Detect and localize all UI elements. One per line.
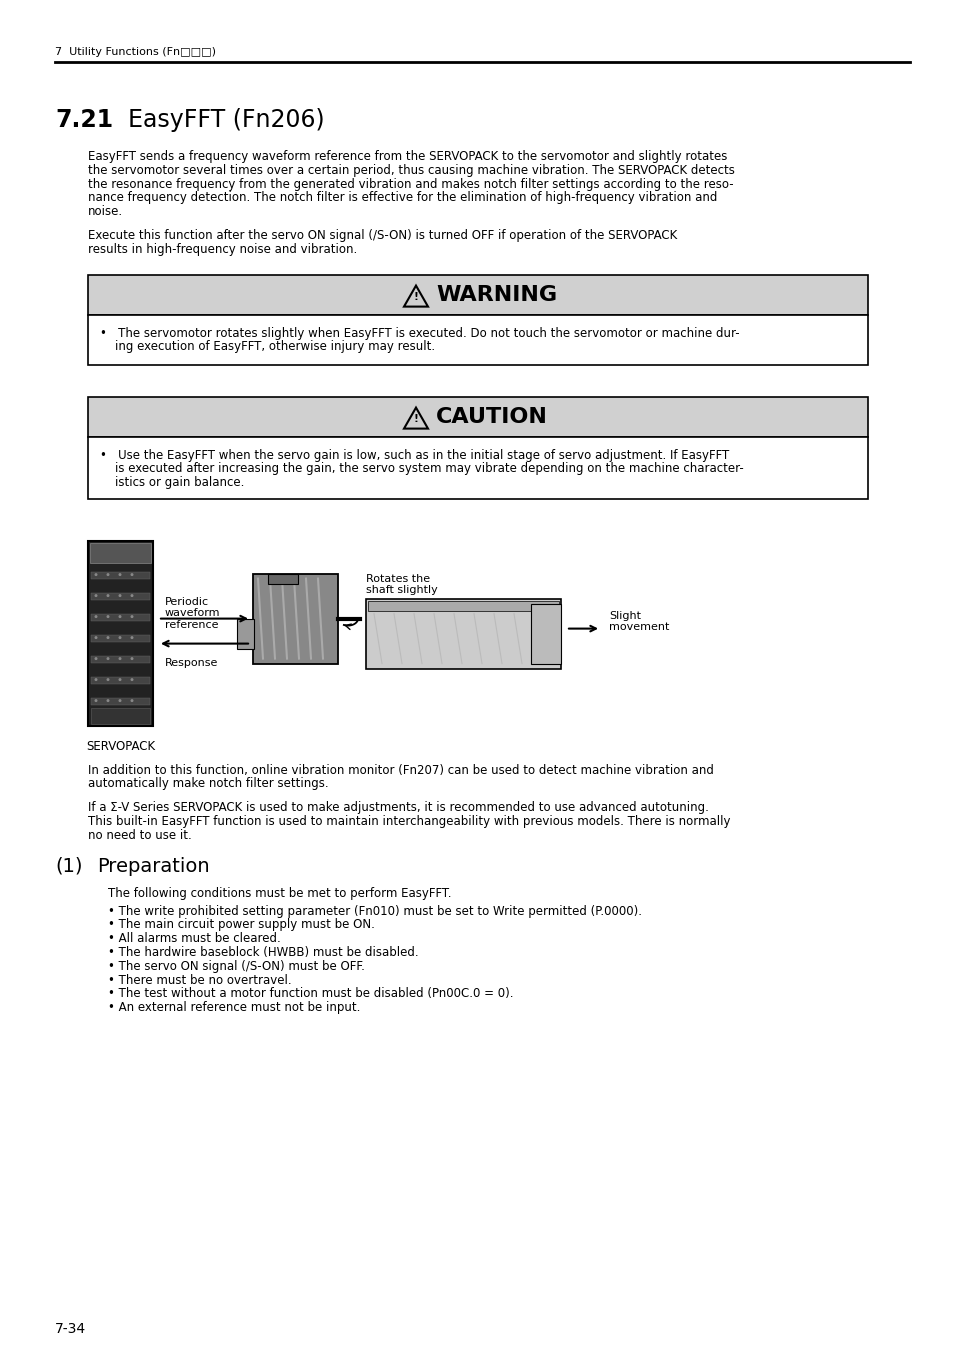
Circle shape: [118, 574, 121, 576]
Text: • An external reference must not be input.: • An external reference must not be inpu…: [108, 1002, 360, 1014]
Text: Execute this function after the servo ON signal (/S-ON) is turned OFF if operati: Execute this function after the servo ON…: [88, 230, 677, 242]
Text: is executed after increasing the gain, the servo system may vibrate depending on: is executed after increasing the gain, t…: [100, 463, 743, 475]
Text: • The test without a motor function must be disabled (Pn00C.0 = 0).: • The test without a motor function must…: [108, 987, 513, 1000]
Text: CAUTION: CAUTION: [436, 406, 547, 427]
Bar: [366, 598, 560, 668]
Text: EasyFFT sends a frequency waveform reference from the SERVOPACK to the servomoto: EasyFFT sends a frequency waveform refer…: [88, 150, 726, 163]
Circle shape: [94, 657, 97, 660]
Text: If a Σ-V Series SERVOPACK is used to make adjustments, it is recommended to use : If a Σ-V Series SERVOPACK is used to mak…: [88, 801, 708, 814]
Circle shape: [94, 616, 97, 618]
Circle shape: [94, 699, 97, 702]
Circle shape: [94, 594, 97, 597]
Circle shape: [131, 699, 133, 702]
Text: noise.: noise.: [88, 205, 123, 219]
Circle shape: [118, 657, 121, 660]
Circle shape: [131, 636, 133, 639]
Bar: [91, 571, 150, 579]
Text: • The main circuit power supply must be ON.: • The main circuit power supply must be …: [108, 918, 375, 932]
Text: 7-34: 7-34: [55, 1322, 86, 1336]
Text: Periodic
waveform
reference: Periodic waveform reference: [165, 597, 220, 630]
Text: WARNING: WARNING: [436, 285, 557, 305]
Bar: [88, 397, 867, 436]
Bar: [91, 614, 150, 621]
Circle shape: [131, 616, 133, 618]
Bar: [91, 698, 150, 705]
Text: The following conditions must be met to perform EasyFFT.: The following conditions must be met to …: [108, 887, 451, 899]
Text: Preparation: Preparation: [97, 857, 210, 876]
Text: Slight
movement: Slight movement: [608, 610, 669, 632]
Text: SERVOPACK: SERVOPACK: [86, 740, 155, 752]
Text: no need to use it.: no need to use it.: [88, 829, 192, 842]
Bar: [91, 593, 150, 599]
Bar: [253, 574, 337, 664]
Text: Response: Response: [165, 657, 218, 668]
Text: • There must be no overtravel.: • There must be no overtravel.: [108, 973, 292, 987]
Text: •   Use the EasyFFT when the servo gain is low, such as in the initial stage of : • Use the EasyFFT when the servo gain is…: [100, 448, 728, 462]
Bar: [268, 574, 297, 583]
Bar: [91, 707, 150, 724]
Circle shape: [107, 594, 110, 597]
Bar: [88, 436, 867, 498]
Text: • The servo ON signal (/S-ON) must be OFF.: • The servo ON signal (/S-ON) must be OF…: [108, 960, 364, 973]
Text: In addition to this function, online vibration monitor (Fn207) can be used to de: In addition to this function, online vib…: [88, 764, 713, 776]
Text: automatically make notch filter settings.: automatically make notch filter settings…: [88, 778, 328, 790]
Text: nance frequency detection. The notch filter is effective for the elimination of : nance frequency detection. The notch fil…: [88, 192, 717, 204]
Text: (1): (1): [55, 857, 82, 876]
Circle shape: [131, 657, 133, 660]
Circle shape: [107, 574, 110, 576]
Circle shape: [94, 678, 97, 682]
Text: istics or gain balance.: istics or gain balance.: [100, 477, 244, 489]
Text: EasyFFT (Fn206): EasyFFT (Fn206): [128, 108, 324, 132]
Bar: [88, 540, 152, 725]
Circle shape: [118, 594, 121, 597]
Bar: [91, 634, 150, 641]
Circle shape: [94, 574, 97, 576]
Bar: [368, 601, 558, 610]
Text: •   The servomotor rotates slightly when EasyFFT is executed. Do not touch the s: • The servomotor rotates slightly when E…: [100, 327, 739, 340]
Circle shape: [131, 594, 133, 597]
Text: Rotates the
shaft slightly: Rotates the shaft slightly: [366, 574, 437, 595]
Circle shape: [118, 636, 121, 639]
Bar: [88, 315, 867, 364]
Bar: [91, 656, 150, 663]
Text: ing execution of EasyFFT, otherwise injury may result.: ing execution of EasyFFT, otherwise inju…: [100, 340, 435, 354]
Circle shape: [131, 574, 133, 576]
Text: !: !: [414, 292, 418, 301]
Bar: [90, 543, 151, 563]
Circle shape: [107, 699, 110, 702]
Bar: [531, 603, 560, 664]
Text: This built-in EasyFFT function is used to maintain interchangeability with previ: This built-in EasyFFT function is used t…: [88, 815, 730, 828]
Circle shape: [107, 657, 110, 660]
Bar: [88, 274, 867, 315]
Text: • The hardwire baseblock (HWBB) must be disabled.: • The hardwire baseblock (HWBB) must be …: [108, 946, 418, 958]
Text: the resonance frequency from the generated vibration and makes notch filter sett: the resonance frequency from the generat…: [88, 178, 733, 190]
Circle shape: [107, 616, 110, 618]
Circle shape: [107, 636, 110, 639]
Circle shape: [107, 678, 110, 682]
Circle shape: [118, 616, 121, 618]
Text: results in high-frequency noise and vibration.: results in high-frequency noise and vibr…: [88, 243, 356, 255]
Text: 7  Utility Functions (Fn□□□): 7 Utility Functions (Fn□□□): [55, 47, 215, 57]
Text: !: !: [414, 413, 418, 424]
Text: the servomotor several times over a certain period, thus causing machine vibrati: the servomotor several times over a cert…: [88, 163, 734, 177]
Text: • The write prohibited setting parameter (Fn010) must be set to Write permitted : • The write prohibited setting parameter…: [108, 904, 641, 918]
Text: 7.21: 7.21: [55, 108, 113, 132]
Text: • All alarms must be cleared.: • All alarms must be cleared.: [108, 933, 280, 945]
Circle shape: [131, 678, 133, 682]
Circle shape: [94, 636, 97, 639]
Bar: [236, 618, 253, 648]
Circle shape: [118, 699, 121, 702]
Bar: [91, 676, 150, 683]
Circle shape: [118, 678, 121, 682]
